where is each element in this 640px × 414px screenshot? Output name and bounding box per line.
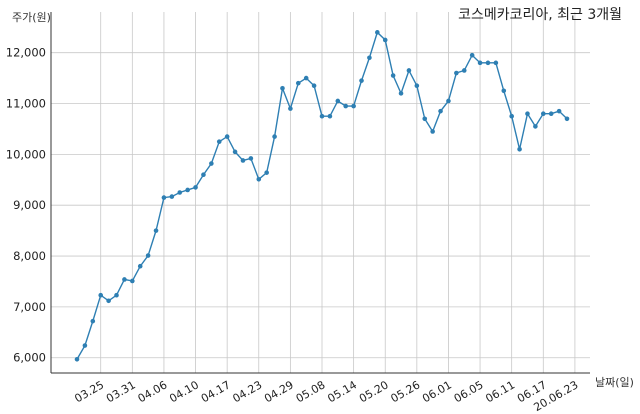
data-point bbox=[169, 194, 175, 199]
y-axis-label: 주가(원) bbox=[12, 11, 51, 24]
price-series bbox=[74, 30, 570, 362]
x-tick-label: 05.20 bbox=[357, 378, 391, 405]
data-point bbox=[288, 106, 293, 111]
data-point bbox=[461, 68, 467, 73]
x-tick-label: 04.17 bbox=[199, 378, 233, 405]
grid-lines bbox=[51, 12, 590, 373]
data-point bbox=[248, 156, 254, 161]
data-point bbox=[430, 129, 435, 134]
y-tick-label: 12,000 bbox=[6, 46, 46, 60]
y-tick-label: 8,000 bbox=[13, 249, 46, 263]
data-point bbox=[493, 60, 499, 66]
x-tick-label: 05.14 bbox=[325, 378, 359, 405]
y-tick-label: 7,000 bbox=[13, 300, 46, 314]
x-tick-label: 06.05 bbox=[452, 378, 486, 405]
data-point bbox=[98, 292, 104, 298]
data-point bbox=[319, 113, 325, 119]
data-point bbox=[382, 37, 388, 43]
x-axis-label: 날짜(일) bbox=[595, 376, 634, 389]
data-point bbox=[438, 108, 443, 114]
data-point bbox=[540, 111, 546, 116]
y-tick-label: 9,000 bbox=[13, 198, 46, 212]
y-axis-ticks: 6,000 7,000 8,000 9,000 10,000 11,000 12,000 bbox=[6, 46, 46, 365]
data-point bbox=[469, 52, 475, 58]
data-point bbox=[145, 253, 151, 258]
x-tick-label: 04.23 bbox=[230, 378, 264, 405]
data-point bbox=[201, 172, 206, 178]
x-axis-ticks: 03.2503.3104.0604.1004.1704.2304.2905.08… bbox=[72, 378, 580, 414]
data-point bbox=[501, 88, 507, 94]
data-point bbox=[272, 134, 277, 139]
data-point bbox=[454, 70, 459, 76]
data-point bbox=[351, 103, 356, 109]
data-point bbox=[256, 176, 262, 182]
data-point bbox=[193, 185, 198, 190]
data-point bbox=[209, 161, 214, 166]
data-point bbox=[390, 73, 396, 78]
x-tick-label: 03.25 bbox=[72, 378, 106, 405]
y-tick-label: 11,000 bbox=[6, 97, 46, 111]
data-point bbox=[406, 68, 412, 73]
data-point bbox=[327, 113, 333, 119]
data-point bbox=[343, 103, 349, 109]
data-point bbox=[446, 98, 451, 104]
axes bbox=[50, 12, 590, 374]
data-point bbox=[533, 124, 538, 129]
data-point bbox=[240, 158, 246, 163]
data-point bbox=[130, 278, 135, 284]
data-point bbox=[106, 298, 111, 304]
x-tick-label: 05.08 bbox=[294, 378, 328, 405]
data-point bbox=[485, 60, 491, 66]
data-point bbox=[509, 113, 514, 119]
data-point bbox=[477, 60, 483, 66]
data-point bbox=[153, 228, 159, 233]
data-point bbox=[359, 78, 364, 83]
data-point bbox=[90, 318, 96, 324]
data-point bbox=[82, 343, 88, 348]
x-tick-label: 03.31 bbox=[104, 378, 138, 405]
y-tick-label: 10,000 bbox=[6, 147, 46, 161]
data-point bbox=[414, 83, 420, 89]
data-point bbox=[74, 356, 80, 362]
data-point bbox=[280, 85, 285, 91]
x-tick-label: 06.01 bbox=[420, 378, 454, 405]
data-point bbox=[311, 83, 317, 89]
data-point bbox=[264, 170, 269, 175]
x-tick-label: 05.26 bbox=[389, 378, 423, 405]
x-tick-label: 04.29 bbox=[262, 378, 296, 405]
data-point bbox=[335, 98, 341, 104]
data-point bbox=[517, 146, 522, 152]
chart-title: 코스메카코리아, 최근 3개월 bbox=[458, 7, 622, 23]
y-tick-label: 6,000 bbox=[13, 351, 46, 365]
data-point bbox=[422, 116, 428, 122]
data-point bbox=[185, 187, 190, 193]
data-point bbox=[114, 292, 119, 298]
data-point bbox=[295, 80, 301, 86]
data-point bbox=[232, 149, 238, 155]
data-point bbox=[224, 134, 230, 139]
data-point bbox=[564, 116, 570, 122]
data-point bbox=[398, 91, 404, 96]
data-point bbox=[525, 111, 530, 116]
x-tick-label: 04.10 bbox=[167, 378, 201, 405]
x-tick-label: 04.06 bbox=[136, 378, 170, 405]
data-point bbox=[122, 277, 127, 282]
data-point bbox=[137, 263, 143, 269]
data-point bbox=[216, 139, 222, 144]
x-tick-label: 06.11 bbox=[483, 378, 517, 405]
data-point bbox=[367, 55, 372, 61]
data-point bbox=[548, 111, 554, 116]
data-point bbox=[177, 190, 183, 195]
data-point bbox=[303, 75, 309, 81]
data-point bbox=[556, 108, 562, 114]
data-point bbox=[161, 195, 167, 200]
data-point bbox=[375, 30, 380, 35]
